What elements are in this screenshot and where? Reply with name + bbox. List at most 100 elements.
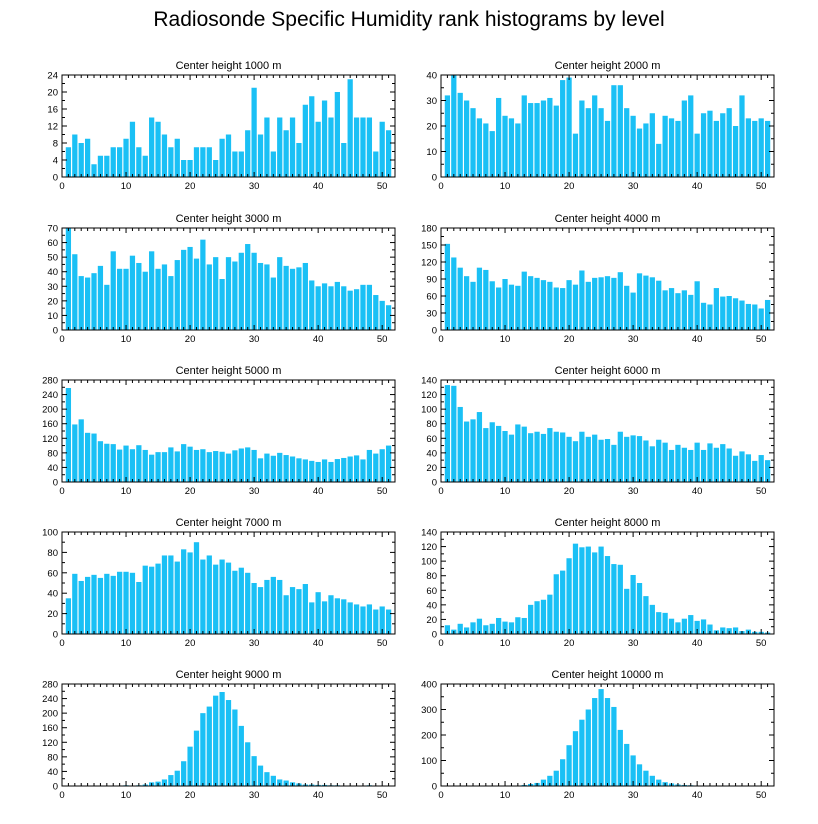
x-tick-label: 40: [692, 790, 703, 801]
x-tick-label: 30: [628, 790, 639, 801]
histogram-bar: [579, 100, 585, 177]
histogram-bar: [72, 424, 78, 482]
histogram-bar: [257, 587, 264, 634]
histogram-bar: [713, 120, 719, 177]
y-tick-label: 16: [47, 105, 58, 116]
x-tick-label: 20: [564, 486, 575, 497]
histogram-bar: [257, 765, 264, 786]
x-tick-label: 30: [249, 181, 260, 192]
histogram-bar: [720, 444, 726, 482]
x-tick-label: 10: [121, 334, 132, 345]
histogram-bar: [764, 299, 771, 330]
y-tick-label: 20: [47, 88, 58, 99]
histogram-bar: [694, 620, 700, 634]
histogram-bar: [315, 286, 321, 330]
histogram-bar: [283, 130, 289, 177]
histogram-bar: [534, 431, 540, 482]
histogram-bar: [117, 571, 123, 634]
histogram-bar: [353, 117, 360, 177]
histogram-bar: [515, 123, 521, 177]
x-tick-label: 30: [628, 638, 639, 649]
histogram-bar: [560, 80, 566, 177]
y-tick-label: 80: [426, 571, 437, 582]
histogram-bar: [277, 257, 283, 330]
histogram-bar: [264, 579, 270, 634]
histogram-bar: [161, 452, 168, 482]
histogram-bar: [451, 75, 457, 177]
x-tick-label: 50: [756, 334, 767, 345]
histogram-bar: [257, 262, 264, 330]
panel-title: Center height 4000 m: [555, 213, 661, 225]
y-tick-label: 0: [53, 478, 58, 489]
y-tick-label: 100: [421, 405, 437, 416]
histogram-bar: [643, 275, 649, 330]
histogram-bar: [707, 304, 713, 330]
histogram-bar: [598, 277, 604, 330]
histogram-bar: [225, 700, 232, 786]
histogram-bar: [688, 449, 694, 482]
histogram-bar: [385, 130, 392, 177]
histogram-bar: [611, 277, 617, 330]
histogram-bar: [553, 574, 559, 634]
histogram-bar: [142, 449, 148, 482]
histogram-bar: [213, 257, 219, 330]
histogram-bar: [476, 267, 483, 330]
histogram-bar: [560, 570, 566, 634]
x-tick-label: 20: [564, 334, 575, 345]
y-tick-label: 140: [421, 376, 437, 387]
histogram-bar: [328, 595, 334, 634]
histogram-bar: [732, 627, 739, 634]
histogram-bar: [713, 447, 719, 482]
histogram-bar: [476, 618, 483, 634]
histogram-bar: [656, 143, 662, 177]
histogram-bar: [78, 143, 84, 177]
x-tick-label: 0: [59, 334, 64, 345]
histogram-bar: [496, 425, 502, 482]
histogram-bar: [681, 100, 687, 177]
x-tick-label: 20: [185, 486, 196, 497]
y-tick-label: 60: [47, 238, 58, 249]
histogram-bar: [264, 772, 270, 786]
histogram-bar: [347, 79, 353, 177]
x-tick-label: 50: [377, 181, 388, 192]
histogram-bar: [225, 453, 232, 482]
y-tick-label: 90: [426, 275, 437, 286]
histogram-bar: [483, 123, 489, 177]
histogram-bar: [662, 115, 668, 177]
y-tick-label: 20: [426, 463, 437, 474]
histogram-bar: [630, 574, 636, 634]
histogram-bar: [289, 268, 296, 330]
histogram-bar: [707, 624, 713, 634]
y-tick-label: 30: [426, 309, 437, 320]
histogram-bar: [720, 113, 726, 177]
histogram-bar: [187, 746, 193, 786]
x-tick-label: 40: [692, 334, 703, 345]
histogram-bar: [656, 439, 662, 482]
histogram-bar: [604, 276, 611, 330]
histogram-bar: [193, 147, 200, 177]
histogram-bar: [353, 604, 360, 634]
histogram-bar: [181, 249, 187, 330]
histogram-bar: [668, 118, 675, 177]
histogram-bar: [489, 281, 495, 330]
histogram-bar: [604, 120, 611, 177]
x-tick-label: 50: [377, 638, 388, 649]
histogram-bar: [84, 576, 91, 634]
y-tick-label: 0: [432, 782, 437, 793]
histogram-bar: [463, 100, 470, 177]
histogram-bar: [341, 286, 347, 330]
histogram-bar: [123, 571, 129, 634]
histogram-bar: [155, 563, 161, 634]
histogram-bar: [270, 576, 276, 634]
x-tick-label: 50: [756, 790, 767, 801]
histogram-bar: [649, 775, 655, 786]
x-tick-label: 0: [59, 181, 64, 192]
histogram-bar: [528, 433, 534, 482]
histogram-bar: [745, 454, 752, 482]
histogram-bar: [129, 449, 136, 482]
y-tick-label: 150: [421, 241, 437, 252]
